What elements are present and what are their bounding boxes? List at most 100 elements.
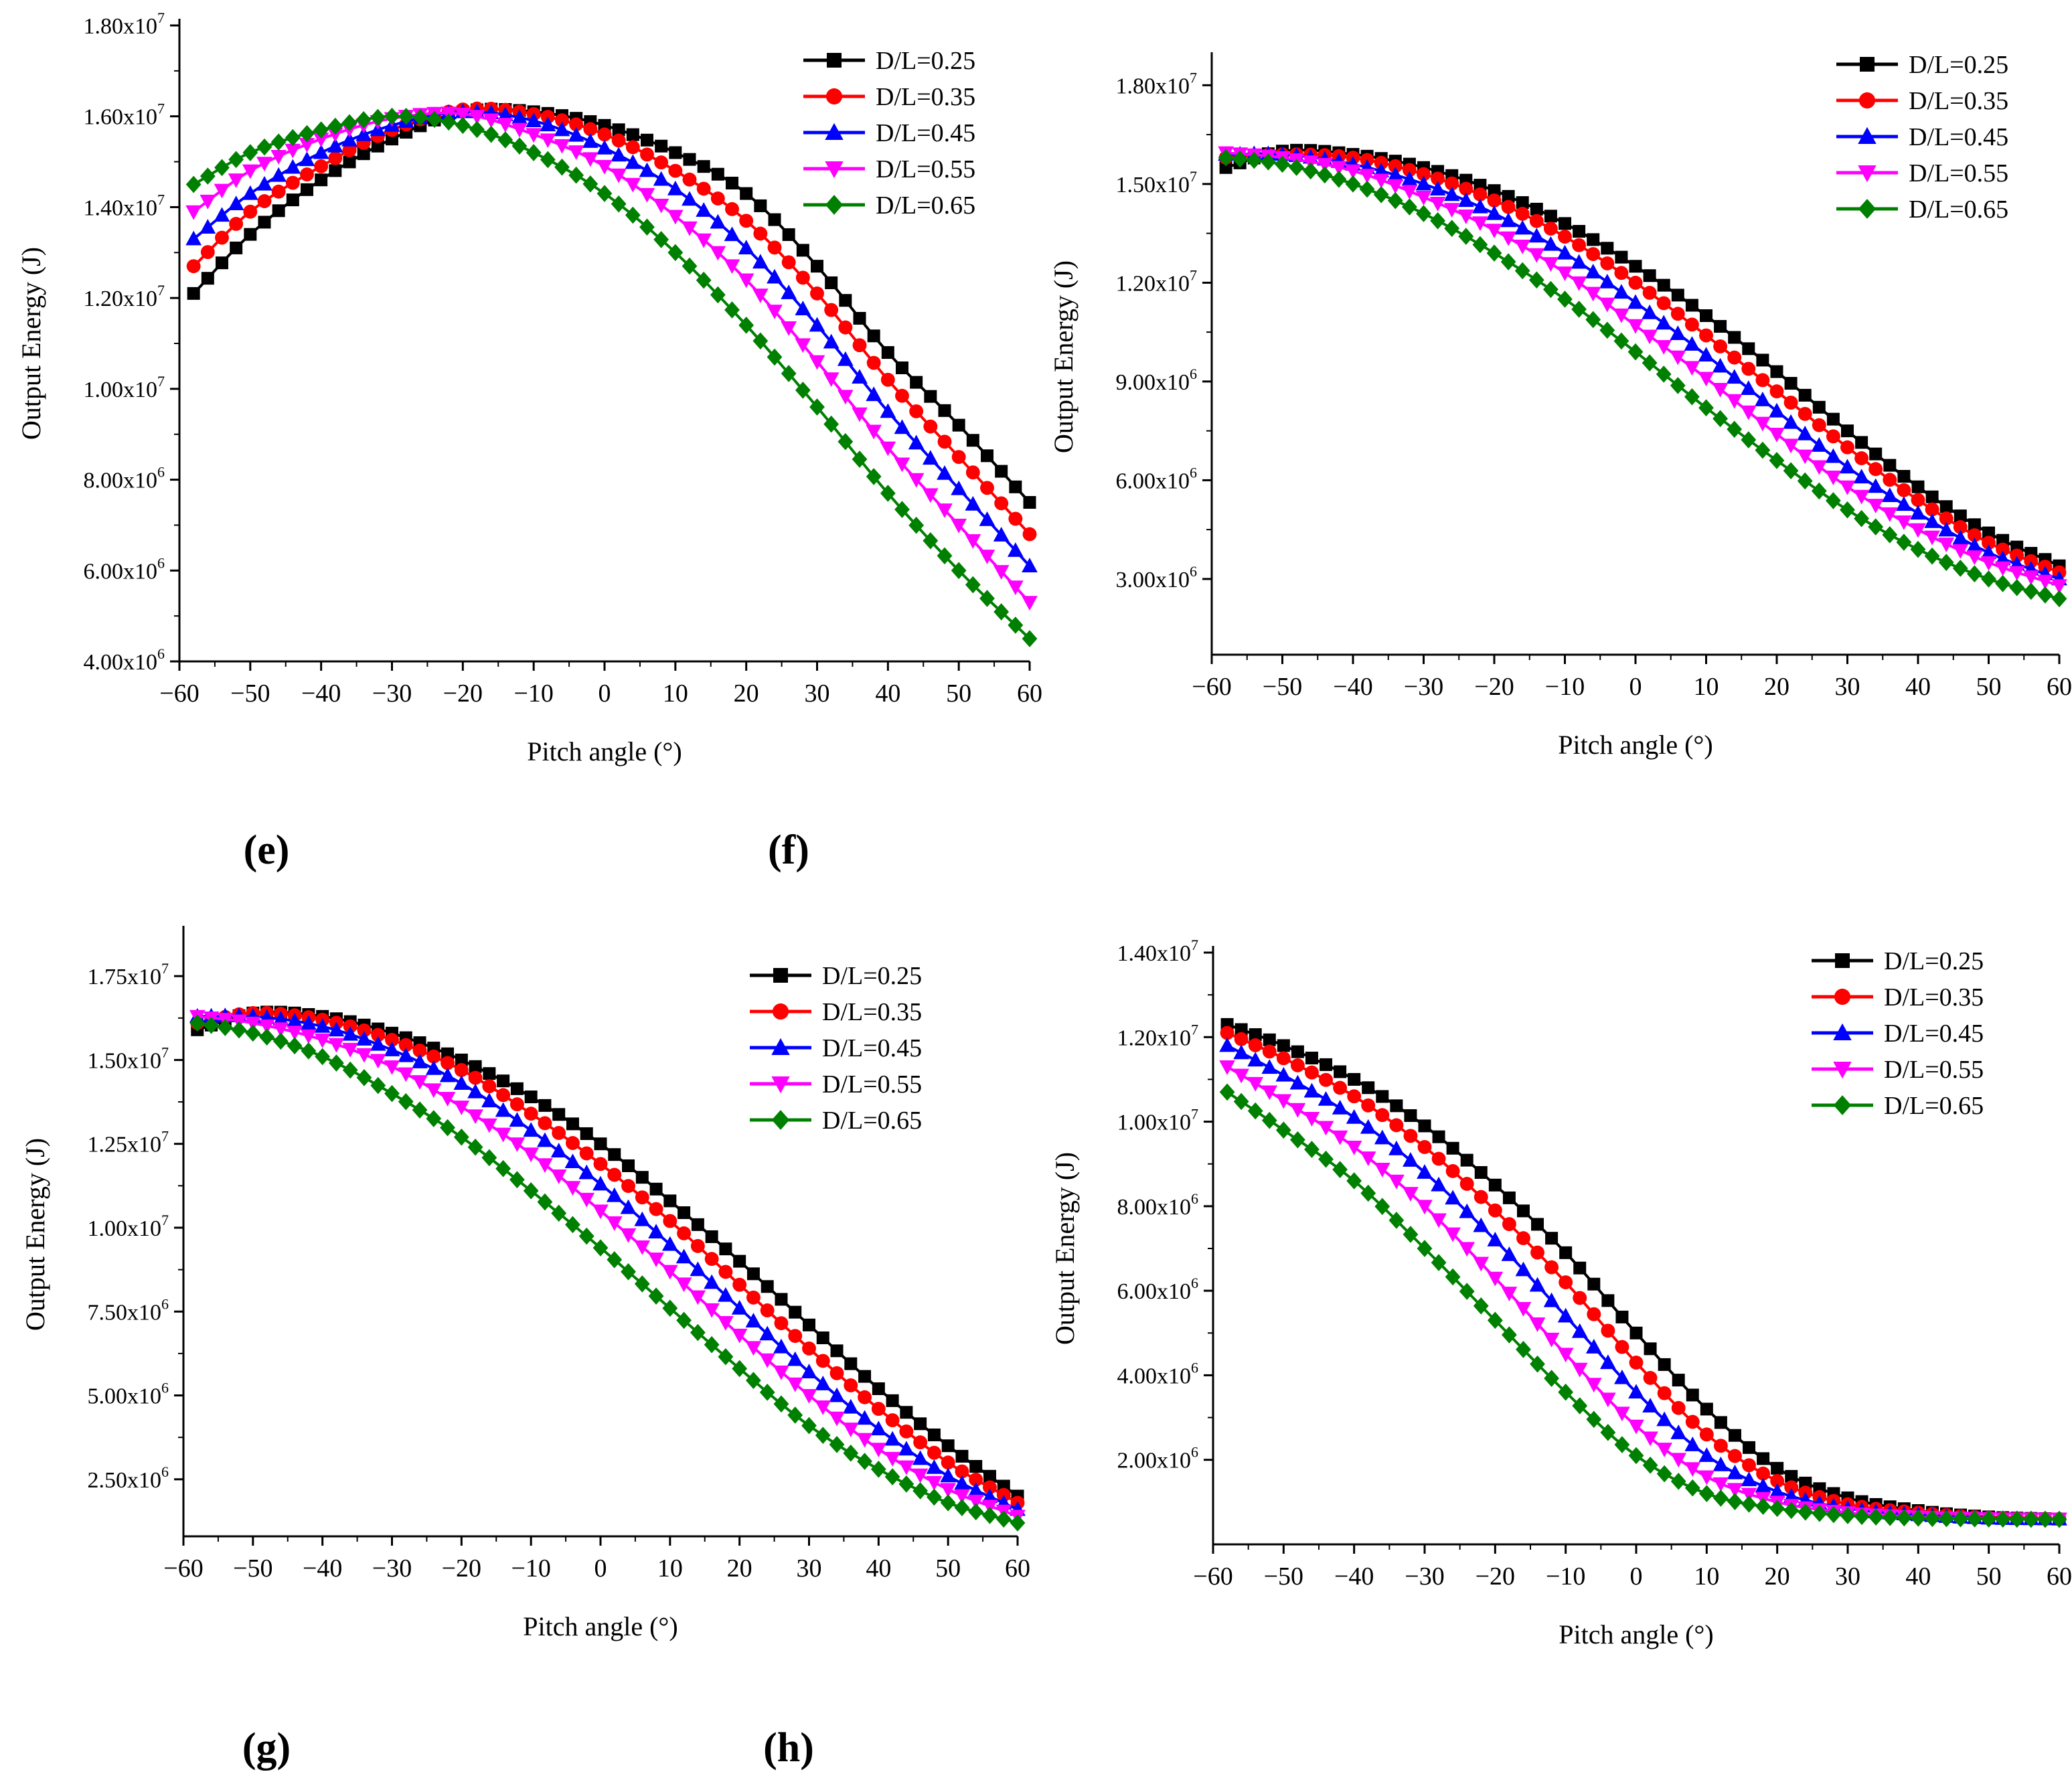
data-point-f-0 — [1516, 196, 1529, 210]
data-point-g-0 — [789, 1305, 802, 1319]
legend-h: D/L=0.25 D/L=0.35 D/L=0.45 D/L=0.55 D/L=0.65 — [1812, 947, 1984, 1120]
x-tick-label-g: −40 — [303, 1554, 342, 1583]
y-tick-label-exponent-f: 7 — [1190, 168, 1197, 185]
data-point-h-4 — [1896, 1509, 1912, 1527]
data-point-e-1 — [186, 259, 201, 274]
data-point-h-3 — [1261, 1085, 1278, 1101]
data-point-e-0 — [1009, 480, 1022, 493]
data-point-h-3 — [1684, 1462, 1701, 1477]
y-tick-label-g: 2.50x106 — [88, 1463, 169, 1493]
data-point-h-4 — [1741, 1495, 1757, 1513]
data-point-h-2 — [1318, 1090, 1334, 1106]
data-point-f-4 — [1571, 301, 1587, 318]
legend-label-f-0: D/L=0.25 — [1909, 51, 2008, 79]
data-point-e-2 — [993, 527, 1010, 542]
data-point-g-0 — [844, 1357, 858, 1370]
data-point-g-2 — [690, 1261, 706, 1277]
data-point-f-3 — [1755, 416, 1771, 432]
legend-label-e-1: D/L=0.35 — [876, 83, 975, 111]
data-point-f-0 — [1685, 299, 1698, 312]
data-point-h-2 — [1769, 1483, 1785, 1498]
data-point-h-4 — [1783, 1502, 1800, 1520]
data-point-e-4 — [596, 185, 613, 202]
y-tick-label-base-g: 1.75x10 — [88, 965, 162, 989]
data-point-f-4 — [1444, 220, 1460, 237]
y-tick-label-h: 8.00x106 — [1117, 1190, 1199, 1220]
chart-panel-e: −60 −50 −40 −30 −20 −10 0 10 20 30 40 50 60 4.00x106 6… — [0, 0, 1042, 891]
data-point-f-3 — [1783, 438, 1799, 454]
data-point-g-4 — [857, 1453, 872, 1470]
data-point-g-2 — [856, 1410, 873, 1425]
data-point-g-1 — [829, 1366, 844, 1380]
data-point-f-4 — [1896, 534, 1912, 551]
data-point-f-4 — [1642, 354, 1658, 372]
y-tick-label-base-g: 2.50x10 — [88, 1468, 162, 1493]
data-point-f-2 — [1613, 284, 1629, 299]
data-point-f-3 — [1331, 161, 1347, 176]
data-point-g-3 — [550, 1169, 567, 1184]
data-point-g-0 — [816, 1331, 829, 1345]
data-point-f-3 — [1839, 480, 1856, 495]
legend-marker-h-4 — [1833, 1095, 1852, 1115]
data-point-e-1 — [285, 175, 300, 190]
data-point-h-1 — [1713, 1439, 1728, 1453]
data-point-e-2 — [568, 127, 584, 142]
data-point-h-1 — [1629, 1356, 1644, 1370]
y-axis-title-h: Output Energy (J) — [1050, 1152, 1080, 1345]
data-point-g-1 — [704, 1252, 719, 1267]
data-point-e-2 — [922, 450, 939, 465]
data-point-h-3 — [1289, 1103, 1306, 1118]
data-point-g-4 — [467, 1138, 483, 1156]
data-point-f-2 — [1528, 228, 1545, 243]
data-point-f-2 — [1980, 544, 1997, 560]
x-axis-title-f: Pitch angle (°) — [1558, 730, 1712, 760]
data-point-e-3 — [1022, 596, 1038, 611]
data-point-h-3 — [1473, 1257, 1490, 1272]
x-tick-label-e: 0 — [599, 679, 611, 708]
data-point-f-3 — [1613, 308, 1629, 323]
x-axis-title-e: Pitch angle (°) — [527, 736, 682, 766]
data-point-h-3 — [1346, 1140, 1362, 1155]
data-point-e-0 — [286, 193, 299, 207]
data-point-e-0 — [315, 173, 328, 187]
data-point-g-3 — [912, 1468, 929, 1483]
legend-label-f-3: D/L=0.55 — [1909, 159, 2008, 187]
y-tick-label-base-h: 6.00x10 — [1117, 1279, 1192, 1304]
data-point-h-3 — [1656, 1443, 1673, 1457]
data-point-e-2 — [497, 106, 513, 121]
data-point-h-4 — [1812, 1504, 1828, 1522]
data-point-g-0 — [469, 1060, 482, 1073]
data-point-g-3 — [718, 1316, 734, 1331]
data-point-g-4 — [843, 1444, 859, 1462]
data-point-e-3 — [327, 127, 343, 143]
data-point-g-3 — [439, 1092, 456, 1107]
data-point-h-2 — [1303, 1082, 1320, 1098]
data-point-g-2 — [675, 1248, 692, 1264]
data-point-e-4 — [781, 365, 797, 382]
data-point-g-2 — [481, 1092, 497, 1108]
data-point-f-4 — [1585, 311, 1601, 329]
data-point-f-1 — [1388, 159, 1403, 173]
y-tick-label-base-h: 1.00x10 — [1117, 1111, 1192, 1135]
data-point-e-2 — [767, 268, 783, 284]
data-point-g-1 — [398, 1038, 413, 1052]
data-point-f-4 — [1924, 547, 1940, 565]
data-point-h-3 — [1318, 1121, 1334, 1136]
data-point-e-4 — [1022, 630, 1038, 647]
data-point-e-1 — [880, 372, 895, 387]
data-point-f-4 — [1783, 462, 1799, 480]
data-point-e-4 — [469, 120, 485, 139]
data-point-g-1 — [718, 1265, 733, 1279]
data-point-f-4 — [1840, 501, 1855, 519]
data-point-g-3 — [258, 1019, 275, 1034]
data-point-e-2 — [242, 185, 258, 200]
data-point-g-3 — [675, 1277, 692, 1293]
legend-label-g-4: D/L=0.65 — [822, 1107, 922, 1135]
data-point-f-1 — [1543, 222, 1558, 236]
data-point-g-4 — [634, 1275, 650, 1293]
data-point-h-1 — [1770, 1473, 1785, 1488]
data-point-e-3 — [837, 390, 854, 405]
series-h-4 — [1219, 1083, 2067, 1528]
data-point-e-4 — [256, 138, 272, 156]
data-point-f-2 — [1642, 304, 1658, 319]
